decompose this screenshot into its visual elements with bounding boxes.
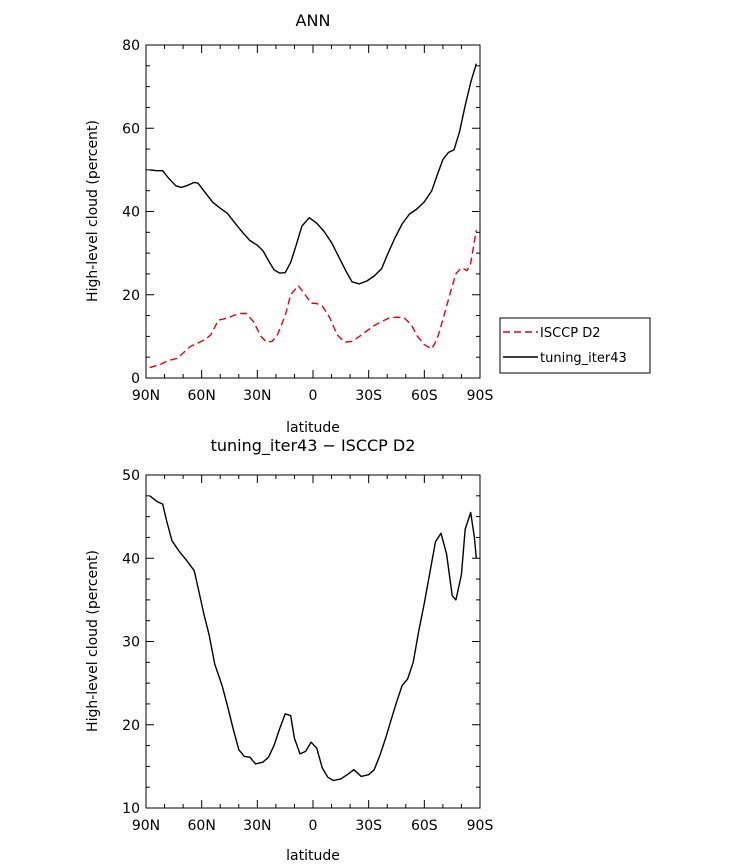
bottom-x-tick-label: 90S — [467, 818, 494, 834]
bottom-series-lines — [149, 495, 477, 782]
bottom-y-tick-label: 40 — [122, 551, 140, 567]
top-panel: ANN 90N 60N 30N 0 30S 60S 90S 0 20 40 60 80 latitud… — [85, 11, 493, 436]
top-x-tick-label: 60N — [188, 388, 216, 404]
top-x-tick-label: 0 — [309, 388, 318, 404]
bottom-y-axis-label: High-level cloud (percent) — [85, 550, 101, 732]
bottom-x-tick-label: 60S — [411, 818, 438, 834]
bottom-x-axis-label: latitude — [286, 848, 340, 864]
bottom-x-tick-label: 90N — [132, 818, 160, 834]
top-y-axis-label: High-level cloud (percent) — [85, 120, 101, 302]
legend-model-label: tuning_iter43 — [540, 351, 627, 366]
bottom-y-tick-label: 10 — [122, 801, 140, 817]
bottom-y-tick-label: 50 — [122, 468, 140, 484]
legend: ISCCP D2 tuning_iter43 — [499, 317, 651, 374]
bottom-y-tick-label: 20 — [122, 718, 140, 734]
top-x-tick-label: 30N — [243, 388, 271, 404]
top-y-tick-label: 20 — [122, 288, 140, 304]
top-series-line-isccp-d2 — [149, 230, 477, 369]
bottom-x-tick-label: 60N — [188, 818, 216, 834]
legend-box — [499, 317, 651, 374]
bottom-panel: tuning_iter43 − ISCCP D2 90N 60N 30N 0 30S 60… — [85, 436, 493, 864]
top-y-tick-label: 80 — [122, 38, 140, 54]
top-panel-title: ANN — [296, 11, 331, 30]
top-x-tick-label: 30S — [355, 388, 382, 404]
top-plot-frame — [145, 44, 481, 379]
top-series-lines — [149, 63, 477, 369]
top-x-tick-label: 90S — [467, 388, 494, 404]
top-y-tick-label: 60 — [122, 121, 140, 137]
top-y-tick-label: 0 — [131, 371, 140, 387]
top-x-axis-label: latitude — [286, 420, 340, 436]
top-y-tick-label: 40 — [122, 205, 140, 221]
bottom-x-tick-label: 30N — [243, 818, 271, 834]
bottom-y-tick-label: 30 — [122, 635, 140, 651]
bottom-panel-title: tuning_iter43 − ISCCP D2 — [211, 436, 416, 456]
top-x-tick-label: 90N — [132, 388, 160, 404]
bottom-axis-ticks: 90N 60N 30N 0 30S 60S 90S 10 20 30 40 50 — [122, 468, 493, 834]
bottom-x-tick-label: 30S — [355, 818, 382, 834]
top-x-tick-label: 60S — [411, 388, 438, 404]
bottom-plot-frame — [145, 474, 481, 809]
bottom-x-tick-label: 0 — [309, 818, 318, 834]
legend-isccp-label: ISCCP D2 — [540, 326, 601, 341]
bottom-series-line-series-0 — [149, 495, 477, 782]
top-series-line-tuning-iter43 — [149, 63, 477, 285]
top-axis-ticks: 90N 60N 30N 0 30S 60S 90S 0 20 40 60 80 — [122, 38, 493, 404]
